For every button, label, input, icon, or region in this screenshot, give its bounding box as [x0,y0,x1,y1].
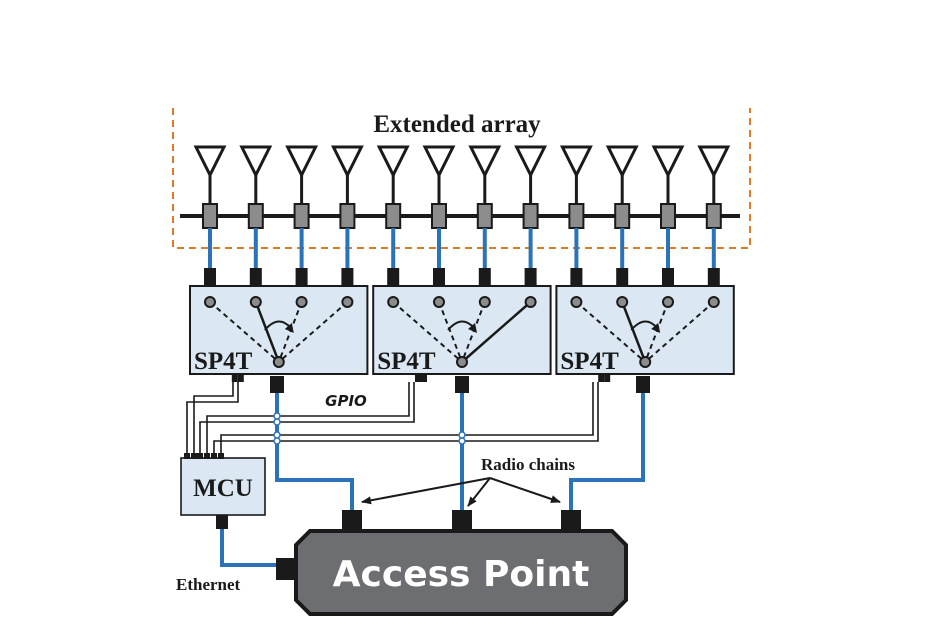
rail-connector [568,203,585,229]
cable-7 [478,228,491,285]
antenna-8 [514,145,548,229]
rail-connector [202,203,218,229]
gpio-lines [186,382,599,458]
rail-connector [385,203,402,229]
antenna-6 [422,145,456,229]
cable-2 [249,228,262,285]
array-cables [204,228,720,285]
radio-chain-arrows [361,477,561,507]
gpio-label: GPIO [325,392,367,410]
antenna-1 [193,145,227,229]
antenna-12 [697,145,731,229]
cable-8 [524,228,537,285]
sp4t-switch-2: SP4T [372,285,552,382]
rail-connector [614,203,631,229]
antenna-2 [239,145,273,229]
cable-crossings [273,412,466,445]
antenna-5 [376,145,410,229]
cable-10 [616,228,629,285]
antenna-7 [468,145,502,229]
access-point-ports [342,510,581,532]
cable-6 [433,228,445,285]
rail-connector [247,203,264,229]
cable-1 [204,228,216,285]
rail-connector [339,203,356,229]
rail-connector [660,203,676,229]
antenna-3 [285,145,319,229]
radio-chain-cables [275,392,645,512]
cable-3 [295,228,308,285]
ethernet-label: Ethernet [176,575,241,594]
switch-label: SP4T [194,348,253,375]
switch-label: SP4T [377,348,436,375]
rail-connector [293,203,310,229]
sp4t-switch-3: SP4T [555,285,735,382]
extended-array-boundary [172,108,751,249]
rail-connector [476,203,493,229]
sp4t-switch-1: SP4T [189,285,369,382]
cable-5 [387,228,400,285]
switch-label: SP4T [560,348,619,375]
rail-connector [705,203,722,229]
cable-4 [341,228,354,285]
antenna-11 [651,145,685,229]
mcu-label: MCU [193,475,253,502]
switch-output-connectors [270,376,650,393]
radio-chains-label: Radio chains [481,455,575,474]
mcu-ethernet-port [216,515,228,529]
extended-array-label: Extended array [373,111,541,138]
cable-11 [662,228,674,285]
rail-connector [522,203,539,229]
switch-boxes: SP4T SP4T SP4T [189,285,735,382]
access-point-label: Access Point [333,554,590,595]
cable-9 [570,228,583,285]
cable-12 [707,228,720,285]
mcu-pins [184,453,224,459]
active-throw [621,301,647,363]
antenna-4 [330,145,364,229]
rail-connector [431,203,447,229]
active-throw [461,301,532,363]
active-throw [254,301,280,363]
access-point-box [294,529,628,616]
antenna-9 [559,145,593,229]
ap-ethernet-port [276,558,296,580]
ethernet-cable [220,529,276,567]
antenna-array [193,145,731,229]
